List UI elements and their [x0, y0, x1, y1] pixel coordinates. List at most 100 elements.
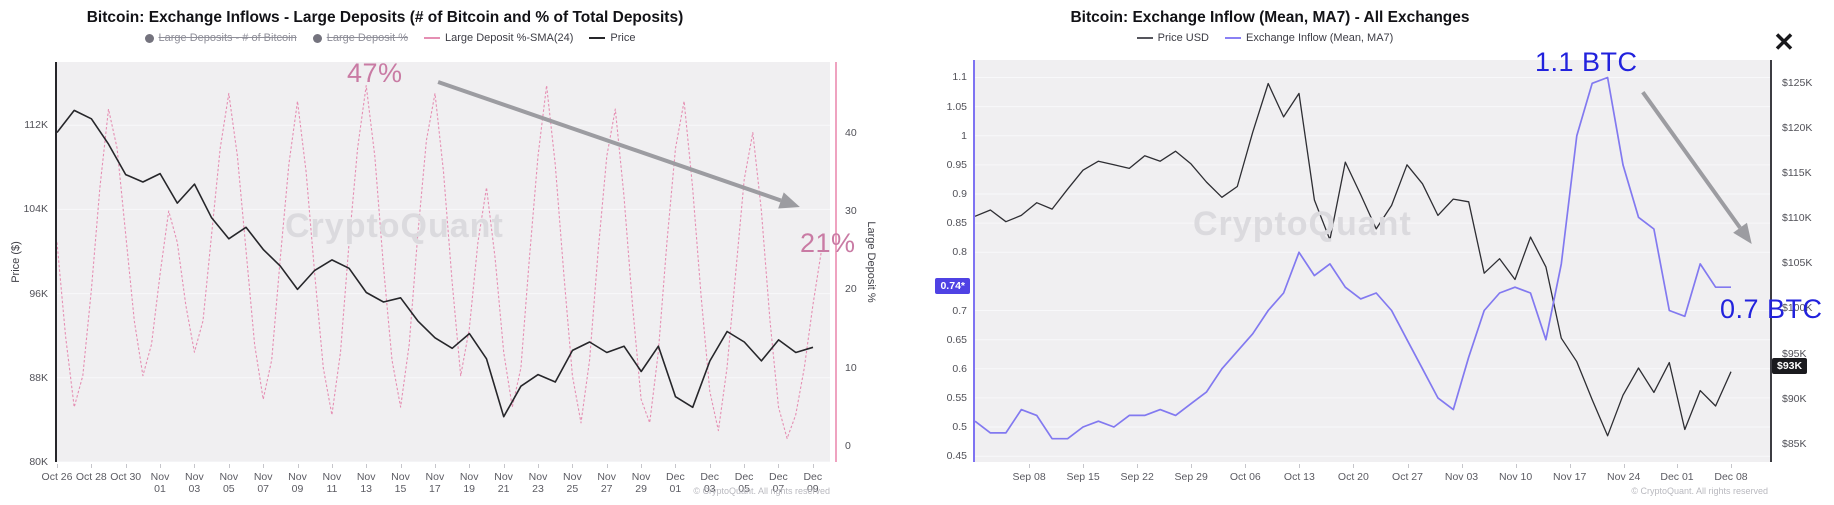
y-axis-tick: 0.95	[946, 158, 967, 171]
y-axis-tick: 112K	[24, 119, 48, 132]
x-axis-tick: Sep 08	[1012, 471, 1046, 483]
x-axis-tick: Nov 29	[631, 471, 651, 495]
x-axis-tick: Nov 10	[1498, 471, 1533, 483]
y-axis-tick: 0.6	[952, 362, 967, 375]
legend-item[interactable]: Large Deposits - # of Bitcoin	[144, 32, 297, 44]
legend-item[interactable]: Large Deposit %-SMA(24)	[424, 32, 573, 44]
x-axis-tick: Dec 09	[803, 471, 823, 495]
x-axis-tickmark	[228, 464, 230, 468]
x-axis-tickmark	[1407, 464, 1409, 468]
price-usd-series	[975, 82, 1732, 437]
x-axis-tickmark	[778, 464, 780, 468]
price-series	[57, 109, 814, 418]
x-axis-tickmark	[572, 464, 574, 468]
left-chart-yaxis2-ticks: 40 30 20 10 0	[845, 62, 885, 462]
y-axis-tick: 0.9	[952, 188, 967, 200]
right-chart-title: Bitcoin: Exchange Inflow (Mean, MA7) - A…	[1070, 9, 1470, 26]
x-axis-tick: Sep 15	[1066, 471, 1100, 483]
x-axis-tickmark	[503, 464, 505, 468]
right-chart-yaxis2-ticks: $125K $120K $115K $110K $105K $100K $95K $90K $8…	[1772, 60, 1832, 462]
y-axis-tick: $90K	[1782, 392, 1807, 405]
right-chart-xaxis-ticks: Sep 08 Sep 15 Sep 22 Sep 29 Oct 06 Oct 13 Oct …	[975, 464, 1770, 500]
x-axis-tickmark	[366, 464, 368, 468]
x-axis-tick: Nov 27	[597, 471, 617, 495]
y-axis-tick: 0.85	[946, 217, 967, 230]
y-axis-tick: $110K	[1782, 212, 1812, 225]
legend-item[interactable]: Large Deposit %	[312, 32, 408, 44]
x-axis-tick: Nov 09	[288, 471, 307, 495]
trend-arrow-head	[1733, 222, 1752, 244]
x-axis-tickmark	[1083, 464, 1085, 468]
y-axis-tick: 0.45	[946, 450, 967, 463]
x-axis-tickmark	[1677, 464, 1678, 468]
y-axis-tick: 96K	[29, 287, 48, 300]
y-axis-tick: 40	[845, 126, 857, 139]
legend-item[interactable]: Price	[589, 32, 635, 44]
x-axis-tickmark	[675, 464, 677, 468]
x-axis-tick: Dec 07	[769, 471, 788, 495]
y-axis-tick: 80K	[29, 456, 48, 468]
y-axis-tick: $115K	[1782, 166, 1812, 179]
x-axis-tickmark	[812, 464, 814, 468]
trend-arrow	[1641, 90, 1742, 229]
watermark: CryptoQuant	[285, 207, 504, 245]
annotation-0-7-btc: 0.7 BTC	[1720, 294, 1823, 324]
close-icon[interactable]: ✕	[1760, 20, 1808, 64]
legend-item[interactable]: Exchange Inflow (Mean, MA7)	[1224, 32, 1393, 44]
x-axis-tick: Nov 25	[563, 471, 582, 495]
x-axis-tick: Oct 26	[41, 471, 73, 483]
x-axis-tick: Nov 15	[391, 471, 410, 495]
x-axis-tick: Sep 22	[1120, 471, 1154, 483]
y-axis-tick: 88K	[29, 371, 48, 384]
x-axis-tickmark	[469, 464, 471, 468]
legend-label: Price	[610, 32, 636, 44]
legend-label: Price USD	[1157, 32, 1209, 44]
y-axis-tick: 0.7	[952, 304, 967, 317]
y-axis-tick: 0.55	[946, 391, 967, 404]
current-value-badge: $93K	[1772, 358, 1808, 375]
x-axis-tick: Oct 28	[75, 471, 107, 483]
legend-marker-icon	[1224, 37, 1241, 39]
x-axis-tickmark	[160, 464, 161, 468]
x-axis-tickmark	[194, 464, 196, 468]
x-axis-tick: Nov 23	[528, 471, 548, 495]
x-axis-tickmark	[606, 464, 608, 468]
x-axis-tick: Nov 24	[1607, 471, 1641, 483]
legend-marker-icon	[424, 37, 441, 39]
x-axis-tickmark	[400, 464, 402, 468]
y-axis-tick: $105K	[1782, 257, 1813, 270]
legend-item[interactable]: Price USD	[1136, 32, 1209, 44]
x-axis-tickmark	[1191, 464, 1193, 468]
x-axis-tick: Oct 20	[1337, 471, 1369, 483]
y-axis-tick: 30	[845, 205, 857, 218]
x-axis-tickmark	[641, 464, 643, 468]
y-axis-tick: $100K	[1782, 302, 1813, 315]
left-chart-yaxis2-line	[835, 62, 837, 462]
x-axis-tick: Dec 01	[1660, 471, 1694, 483]
y-axis-tick: 104K	[23, 203, 48, 216]
x-axis-tick: Dec 03	[700, 471, 720, 495]
y-axis-tick: $120K	[1782, 121, 1813, 134]
x-axis-tick: Nov 11	[322, 471, 342, 495]
exchange-inflow-mean-ma7--series	[975, 76, 1731, 440]
x-axis-tick: Dec 05	[734, 471, 754, 495]
x-axis-tick: Oct 13	[1283, 471, 1315, 483]
legend-marker-icon	[312, 33, 322, 43]
x-axis-tick: Nov 03	[185, 471, 204, 495]
right-chart-legend: Price USD Exchange Inflow (Mean, MA7)	[1015, 32, 1515, 44]
right-chart-yaxis2-line	[1770, 60, 1772, 462]
x-axis-tickmark	[1245, 464, 1247, 468]
left-chart-legend: Large Deposits - # of Bitcoin Large Depos…	[90, 32, 690, 44]
x-axis-tick: Sep 29	[1174, 471, 1208, 483]
x-axis-tickmark	[1515, 464, 1517, 468]
copyright-notice: © CryptoQuant. All rights reserved	[1631, 486, 1768, 496]
y-axis-tick: 0.8	[952, 246, 967, 259]
x-axis-tick: Dec 08	[1714, 471, 1748, 483]
y-axis-tick: 10	[845, 361, 857, 374]
y-axis-tick: $125K	[1782, 76, 1813, 89]
x-axis-tick: Oct 30	[110, 471, 142, 483]
x-axis-tick: Nov 05	[219, 471, 239, 495]
right-chart-yaxis-line	[973, 60, 975, 462]
x-axis-tickmark	[1569, 464, 1571, 468]
legend-label: Large Deposits - # of Bitcoin	[158, 32, 297, 44]
